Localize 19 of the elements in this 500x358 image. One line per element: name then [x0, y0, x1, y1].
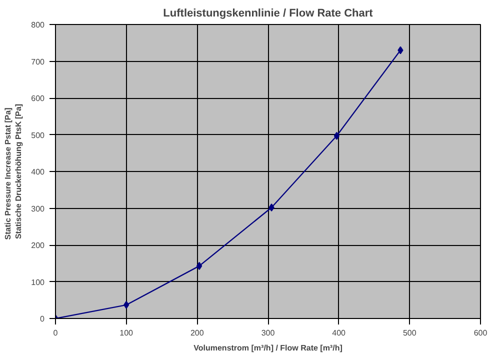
y-tick-label: 800: [31, 20, 46, 30]
x-axis-title: Volumenstrom [m³/h] / Flow Rate [m³/h]: [194, 344, 343, 352]
x-tick-label: 600: [474, 328, 488, 338]
y-tick-label: 300: [31, 204, 46, 214]
y-tick-label: 600: [31, 94, 46, 103]
x-tick-label: 500: [402, 328, 417, 338]
y-tick-label: 700: [31, 57, 46, 66]
x-tick-label: 200: [190, 328, 204, 338]
y-axis-title: Static Pressure Increase Pstat [Pa] Statische Druckerhöhung PtsK [Pa]: [3, 104, 24, 240]
x-tick-label: 400: [332, 328, 346, 338]
x-tick-label: 100: [120, 328, 134, 338]
chart-title: Luftleistungskennlinie / Flow Rate Chart: [163, 8, 374, 20]
y-tick-label: 500: [31, 130, 46, 140]
x-tick-label: 0: [53, 328, 58, 338]
y-tick-label: 200: [31, 241, 46, 250]
y-tick-label: 400: [31, 168, 46, 176]
y-tick-label: 0: [40, 314, 46, 324]
y-tick-label: 100: [31, 278, 46, 287]
x-tick-label: 300: [261, 328, 276, 338]
